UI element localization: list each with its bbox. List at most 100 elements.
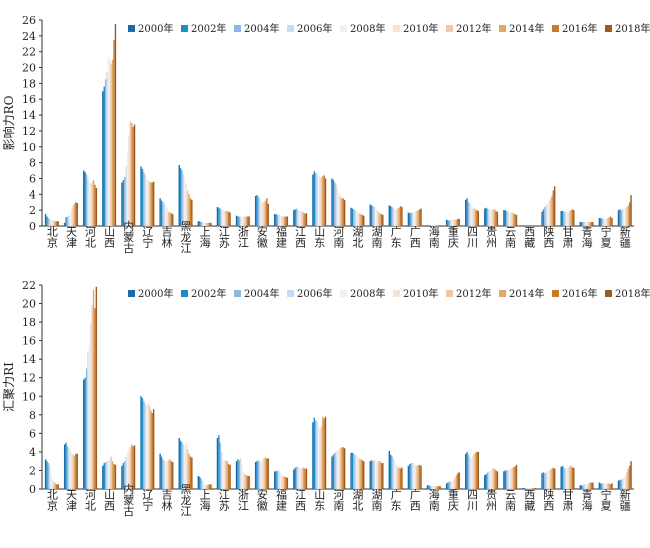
bar-2	[466, 198, 468, 226]
bar-8	[207, 484, 209, 489]
bar-3	[410, 463, 412, 489]
legend-label: 2006年	[297, 22, 332, 35]
bar-9	[266, 198, 268, 226]
legend-label: 2008年	[350, 287, 385, 300]
bar-8	[92, 289, 95, 489]
bar-4	[431, 486, 433, 489]
bar-6	[471, 455, 474, 489]
legend-label: 2010年	[403, 287, 438, 300]
bar-6	[147, 180, 149, 226]
bar-10	[439, 486, 441, 489]
bar-8	[264, 457, 267, 489]
bar-8	[188, 453, 190, 489]
bar-4	[316, 421, 318, 489]
bar-9	[361, 214, 364, 226]
bar-1	[312, 174, 314, 226]
bar-1	[274, 471, 276, 489]
bar-5	[546, 471, 549, 489]
bar-4	[373, 460, 376, 489]
bar-6	[605, 483, 608, 489]
bar-1	[197, 476, 200, 489]
bar-6	[395, 464, 398, 489]
x-tick-label: 青海	[580, 226, 593, 249]
bar-10	[133, 124, 136, 226]
bar-7	[225, 210, 227, 226]
bar-6	[452, 219, 455, 226]
bar-9	[56, 484, 58, 489]
bar-10	[573, 467, 575, 489]
bar-6	[281, 215, 283, 226]
bar-5	[394, 208, 396, 226]
bar-2	[485, 207, 487, 226]
bar-10	[76, 203, 78, 226]
bar-3	[238, 216, 241, 226]
bar-5	[623, 476, 625, 489]
bar-4	[488, 209, 490, 226]
bar-5	[375, 208, 377, 226]
bar-9	[361, 460, 364, 489]
bar-3	[486, 208, 489, 226]
bar-4	[278, 471, 280, 489]
x-tick-label: 云南	[504, 226, 517, 248]
bar-1	[83, 170, 85, 226]
x-tick-label: 上海	[198, 489, 211, 512]
bar-3	[162, 459, 164, 489]
bar-9	[113, 39, 115, 226]
bar-2	[504, 470, 506, 489]
y-tick-label: 4	[29, 446, 36, 459]
bar-8	[188, 194, 190, 226]
bar-8	[608, 217, 610, 226]
bar-10	[191, 457, 193, 489]
bar-4	[259, 198, 261, 226]
bar-1	[617, 480, 620, 489]
bar-6	[90, 184, 92, 226]
bar-10	[172, 214, 174, 226]
bar-6	[414, 464, 417, 489]
bar-9	[94, 184, 96, 226]
bar-1	[274, 214, 276, 226]
x-tick-label: 上海	[198, 226, 211, 249]
x-tick-label: 福建	[275, 225, 288, 249]
bar-3	[505, 210, 508, 226]
bar-3	[104, 79, 107, 226]
bar-4	[182, 174, 185, 226]
bar-9	[514, 214, 516, 226]
bar-9	[170, 213, 173, 226]
bar-10	[343, 199, 346, 226]
bar-9	[94, 308, 96, 489]
x-tick-label: 辽宁	[141, 489, 154, 511]
bar-9	[399, 206, 402, 226]
bar-1	[235, 215, 238, 226]
legend-label: 2018年	[615, 22, 650, 35]
bar-3	[372, 206, 374, 226]
bar-1	[121, 182, 123, 226]
x-tick-label: 吉林	[160, 226, 173, 248]
x-tick-label: 重庆	[446, 488, 459, 512]
bar-9	[323, 418, 325, 489]
bar-1	[178, 438, 180, 489]
legend-swatch	[499, 25, 506, 32]
bar-5	[126, 150, 129, 226]
bar-2	[237, 216, 239, 226]
bar-3	[391, 206, 393, 226]
bar-10	[458, 218, 460, 226]
bar-1	[407, 465, 410, 489]
bar-2	[179, 440, 182, 489]
bar-3	[448, 481, 451, 489]
bar-3	[391, 456, 393, 489]
bar-2	[84, 172, 86, 226]
bar-3	[200, 222, 202, 226]
x-tick-label: 北京	[45, 226, 58, 249]
bar-3	[334, 182, 336, 226]
bar-8	[398, 207, 400, 226]
bar-2	[542, 209, 545, 226]
bar-5	[394, 461, 396, 489]
x-tick-label: 江西	[294, 226, 307, 248]
bar-7	[148, 405, 151, 489]
bar-6	[166, 461, 168, 489]
bar-10	[286, 477, 289, 489]
bar-10	[191, 199, 193, 226]
bar-10	[172, 462, 174, 489]
bar-9	[342, 198, 344, 226]
bar-7	[72, 206, 74, 226]
